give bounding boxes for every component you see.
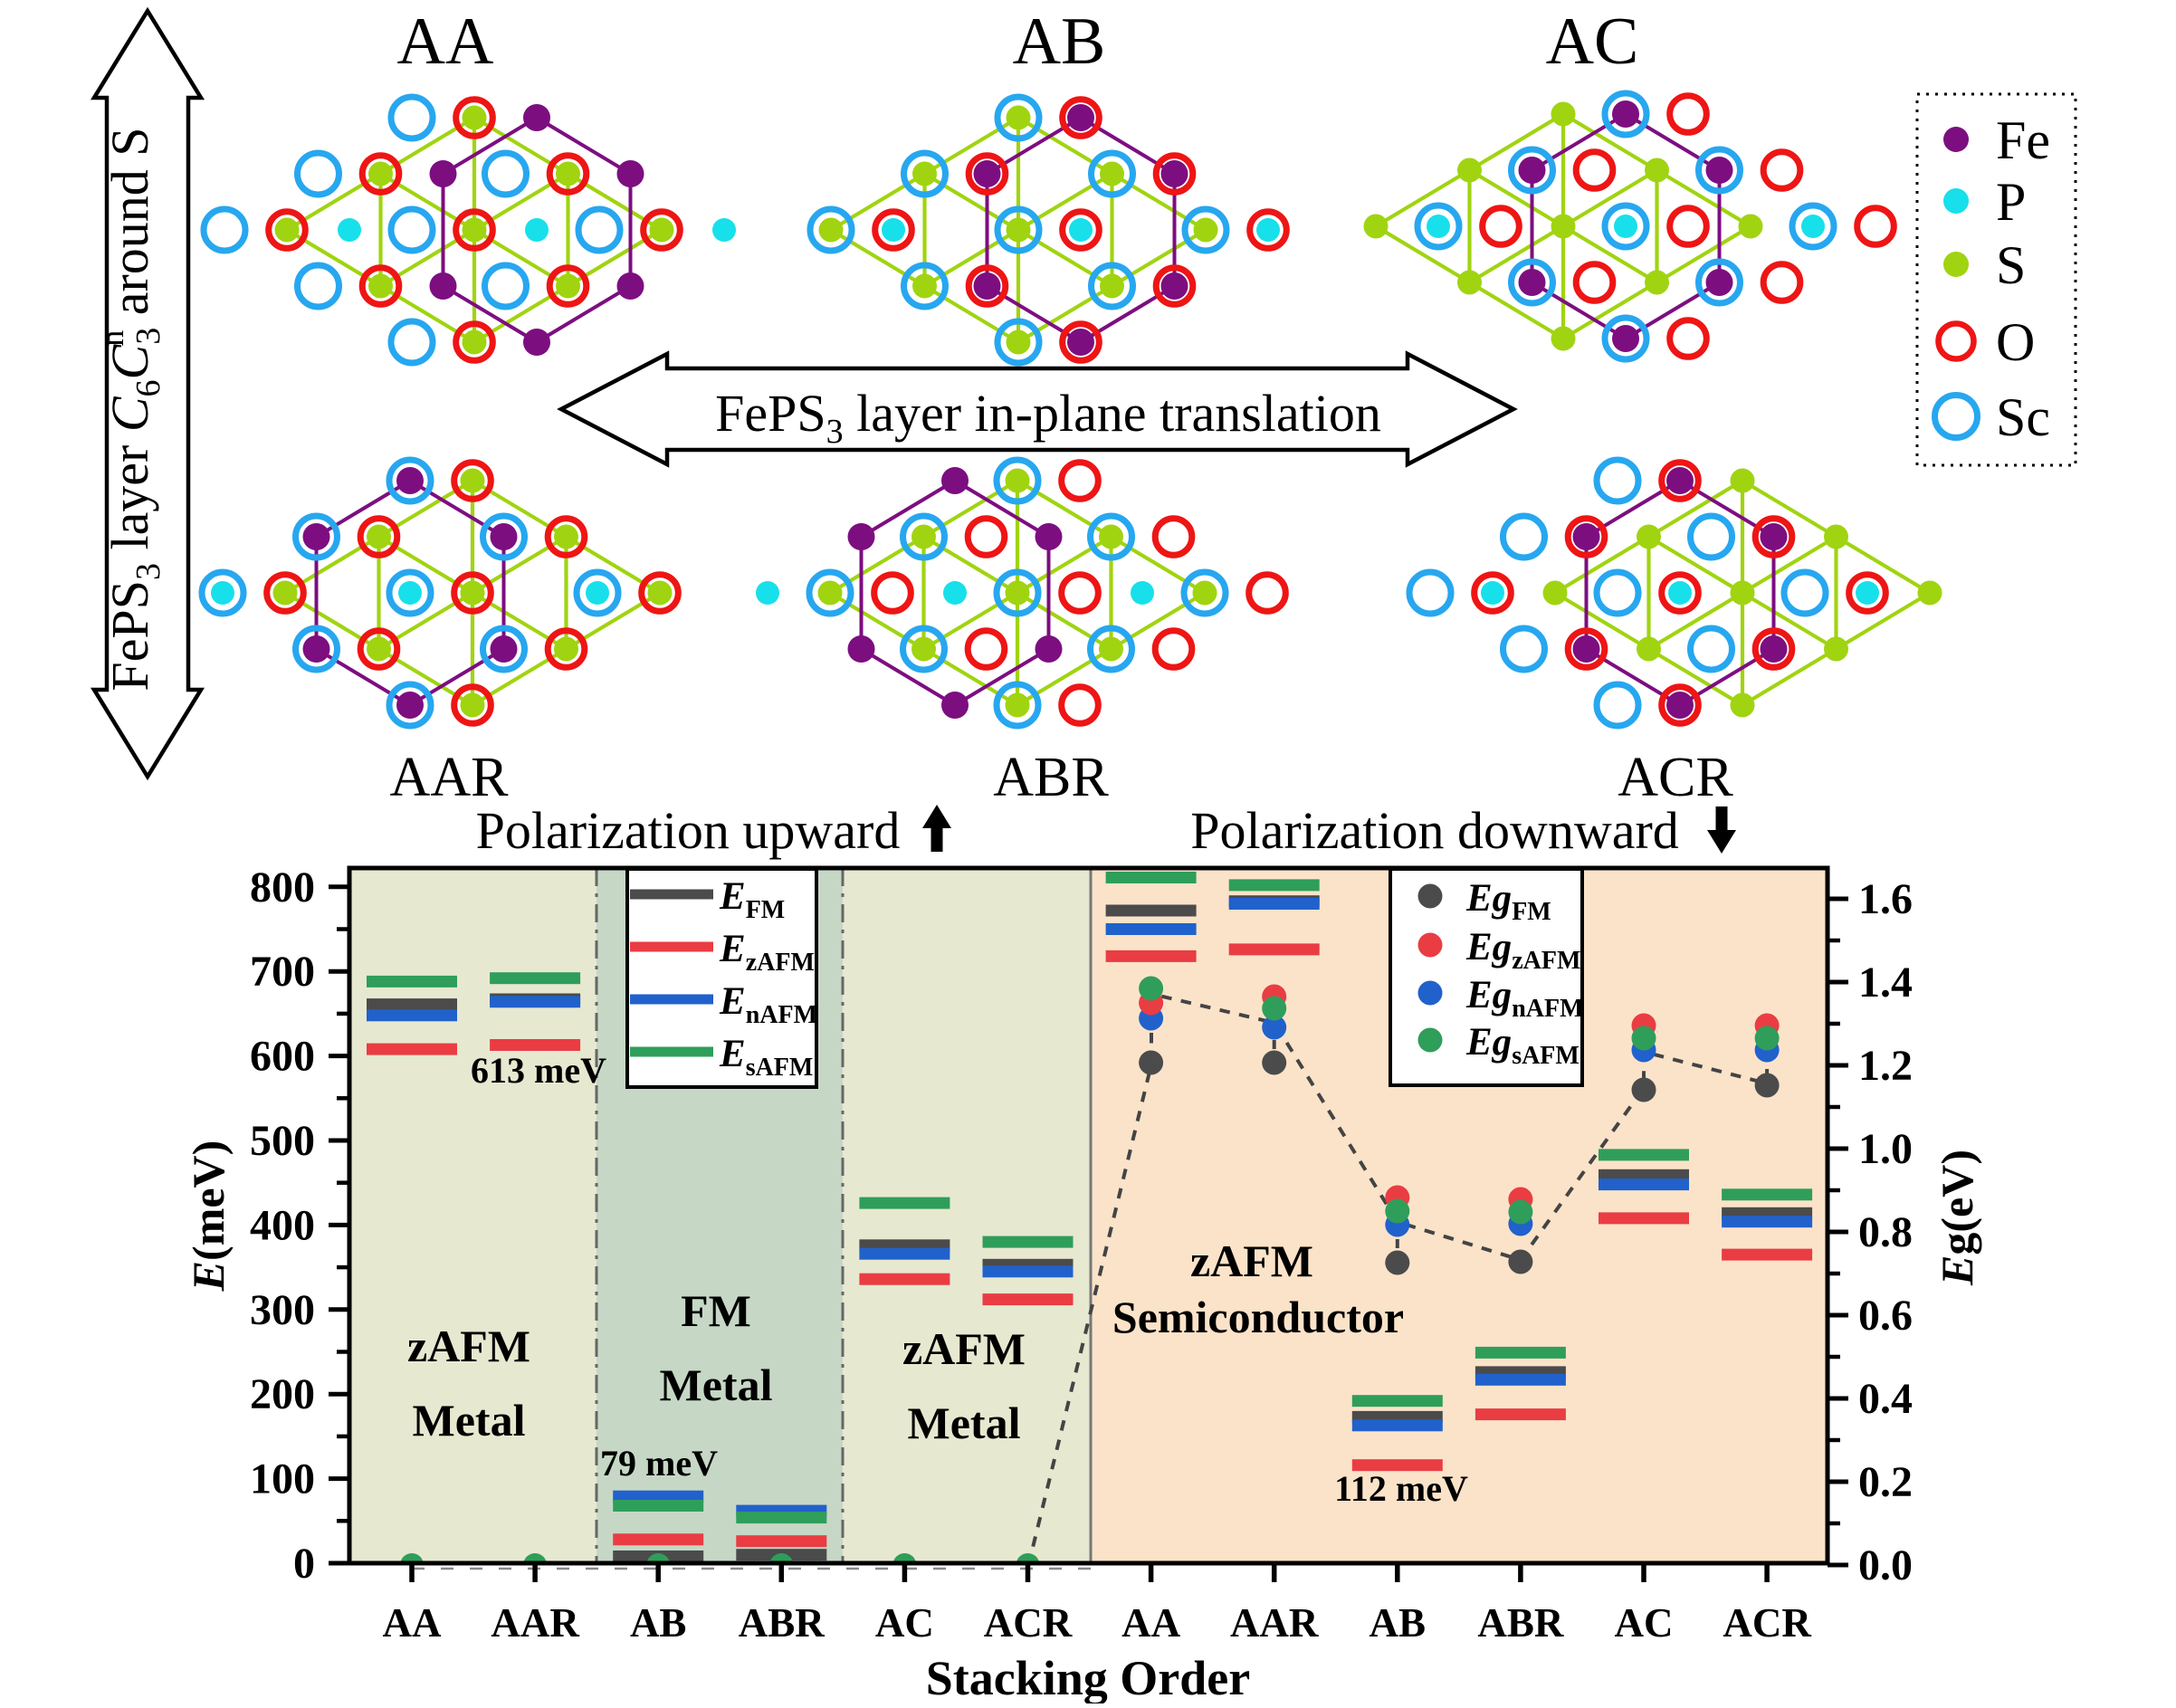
svg-text:zAFM: zAFM: [407, 1321, 530, 1371]
svg-text:zAFM: zAFM: [1190, 1236, 1313, 1286]
svg-text:112 meV: 112 meV: [1334, 1468, 1468, 1509]
svg-text:zAFM: zAFM: [902, 1323, 1026, 1374]
svg-text:1.0: 1.0: [1858, 1125, 1913, 1173]
svg-text:EsAFM: EsAFM: [719, 1033, 813, 1082]
svg-text:AA: AA: [1121, 1600, 1180, 1646]
svg-text:Metal: Metal: [908, 1398, 1021, 1448]
svg-text:AA: AA: [383, 1600, 442, 1646]
svg-text:P: P: [1996, 172, 2026, 232]
svg-text:AAR: AAR: [491, 1600, 579, 1646]
svg-text:1.4: 1.4: [1858, 959, 1913, 1007]
svg-text:800: 800: [250, 864, 315, 911]
svg-text:AB: AB: [1370, 1600, 1427, 1646]
svg-text:EFM: EFM: [719, 875, 785, 924]
svg-text:Sc: Sc: [1996, 387, 2050, 447]
svg-text:0.6: 0.6: [1858, 1292, 1913, 1340]
svg-text:ACR: ACR: [1618, 747, 1733, 808]
svg-text:0.8: 0.8: [1858, 1208, 1913, 1256]
svg-text:AC: AC: [1615, 1600, 1674, 1646]
svg-text:100: 100: [250, 1455, 315, 1503]
svg-text:300: 300: [250, 1286, 315, 1334]
svg-text:ABR: ABR: [739, 1600, 826, 1646]
svg-text:AAR: AAR: [1230, 1600, 1319, 1646]
svg-text:AB: AB: [630, 1600, 687, 1646]
svg-text:613 meV: 613 meV: [471, 1050, 606, 1091]
svg-text:AC: AC: [1546, 5, 1639, 79]
svg-text:EgzAFM: EgzAFM: [1465, 926, 1580, 975]
svg-text:ACR: ACR: [984, 1600, 1073, 1646]
svg-text:ABR: ABR: [1477, 1600, 1564, 1646]
svg-text:Metal: Metal: [413, 1395, 526, 1446]
svg-text:600: 600: [250, 1033, 315, 1081]
svg-text:O: O: [1996, 312, 2035, 372]
svg-text:EnAFM: EnAFM: [719, 980, 817, 1029]
svg-text:FePS3 layer in-plane translati: FePS3 layer in-plane translation: [715, 384, 1381, 451]
svg-text:0: 0: [293, 1540, 315, 1588]
svg-text:Semiconductor: Semiconductor: [1112, 1292, 1404, 1342]
svg-text:79 meV: 79 meV: [600, 1443, 718, 1484]
svg-text:400: 400: [250, 1201, 315, 1249]
svg-text:0.2: 0.2: [1858, 1458, 1913, 1506]
svg-text:E(meV): E(meV): [183, 1140, 234, 1293]
svg-text:200: 200: [250, 1370, 315, 1418]
svg-text:ABR: ABR: [993, 747, 1109, 808]
svg-text:ACR: ACR: [1723, 1600, 1811, 1646]
svg-text:Eg(eV): Eg(eV): [1932, 1150, 1982, 1286]
svg-text:Polarization downward: Polarization downward: [1190, 801, 1679, 860]
svg-text:EgFM: EgFM: [1465, 877, 1551, 926]
svg-text:FePS3 layer C6C3n around S: FePS3 layer C6C3n around S: [94, 127, 167, 691]
svg-text:AB: AB: [1013, 5, 1106, 79]
svg-text:1.2: 1.2: [1858, 1042, 1913, 1090]
svg-text:Fe: Fe: [1996, 110, 2050, 170]
svg-text:FM: FM: [681, 1285, 751, 1336]
svg-text:1.6: 1.6: [1858, 875, 1913, 923]
svg-text:AAR: AAR: [390, 747, 510, 808]
svg-text:AC: AC: [875, 1600, 934, 1646]
svg-text:AA: AA: [397, 5, 494, 79]
svg-text:S: S: [1996, 235, 2026, 295]
svg-text:Polarization upward: Polarization upward: [476, 801, 901, 860]
svg-text:700: 700: [250, 948, 315, 996]
svg-text:500: 500: [250, 1117, 315, 1165]
svg-text:0.4: 0.4: [1858, 1375, 1913, 1423]
svg-text:Metal: Metal: [660, 1360, 773, 1410]
svg-text:EgnAFM: EgnAFM: [1465, 974, 1584, 1023]
svg-text:0.0: 0.0: [1858, 1541, 1913, 1589]
svg-text:Stacking Order: Stacking Order: [926, 1651, 1251, 1703]
svg-text:EgsAFM: EgsAFM: [1465, 1021, 1580, 1070]
svg-text:EzAFM: EzAFM: [719, 928, 815, 977]
